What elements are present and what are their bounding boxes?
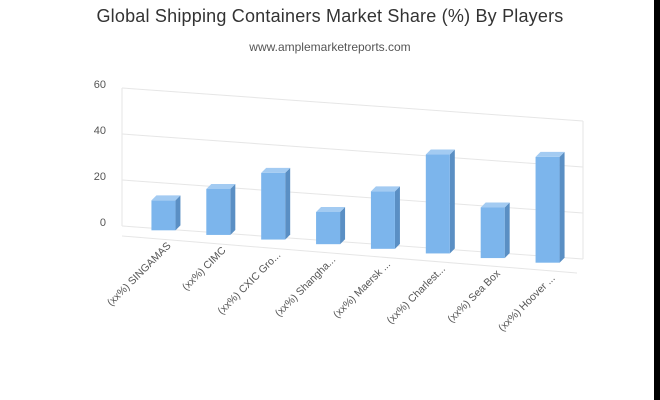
bar-side [230, 183, 236, 235]
right-edge-strip [654, 0, 660, 400]
bar-top [480, 202, 510, 208]
gridline [121, 179, 584, 214]
bar-front [316, 211, 341, 245]
chart-subtitle: www.amplemarketreports.com [249, 40, 411, 54]
y-tick-label: 20 [94, 171, 106, 183]
y-axis-ticks: 0 20 40 60 [94, 79, 106, 229]
bar [535, 151, 565, 263]
grid-layer [121, 87, 584, 274]
y-tick-label: 0 [100, 217, 106, 229]
bar-top [425, 149, 455, 155]
y-tick-label: 40 [94, 125, 106, 137]
x-tick-label: (xx%) Hoover ... [496, 272, 558, 334]
bar-front [151, 200, 176, 231]
x-tick-label: (xx%) Maersk ... [331, 258, 393, 320]
bar [480, 202, 510, 259]
bar-front [425, 154, 450, 254]
gridline [121, 133, 584, 168]
x-tick-label: (xx%) Shangha... [273, 254, 338, 319]
chart-title: Global Shipping Containers Market Share … [96, 6, 564, 26]
bar-side [504, 202, 510, 259]
x-tick-label: (xx%) SINGAMAS [105, 240, 174, 309]
bar-side [285, 167, 291, 240]
bar-side [175, 195, 181, 231]
x-tick-label: (xx%) Charlest... [385, 263, 448, 326]
bar-top [151, 195, 181, 201]
bar-top [535, 151, 565, 157]
x-tick-label: (xx%) CXIC Gro... [215, 249, 283, 317]
bars [151, 149, 565, 263]
y-tick-label: 60 [94, 79, 106, 91]
bar-front [370, 191, 395, 249]
x-tick-label: (xx%) Sea Box [445, 267, 503, 325]
bar-front [206, 188, 231, 235]
bar-side [449, 149, 455, 254]
bar-front [480, 207, 505, 259]
bar [206, 183, 236, 235]
bar-side [394, 186, 400, 249]
x-tick-label: (xx%) CIMC [180, 244, 229, 293]
bar [316, 206, 346, 245]
bar-side [559, 151, 565, 263]
bar [151, 195, 181, 231]
bar-top [206, 183, 236, 189]
bar-top [370, 186, 400, 192]
bar [370, 186, 400, 249]
bar-top [316, 206, 346, 212]
bar-front [261, 172, 286, 240]
bar [425, 149, 455, 254]
floor-edge [121, 235, 578, 274]
bar [261, 167, 291, 240]
gridline [121, 87, 584, 122]
bar-front [535, 156, 560, 263]
bar-side [340, 206, 346, 245]
gridline [121, 225, 584, 260]
bar-top [261, 167, 291, 173]
